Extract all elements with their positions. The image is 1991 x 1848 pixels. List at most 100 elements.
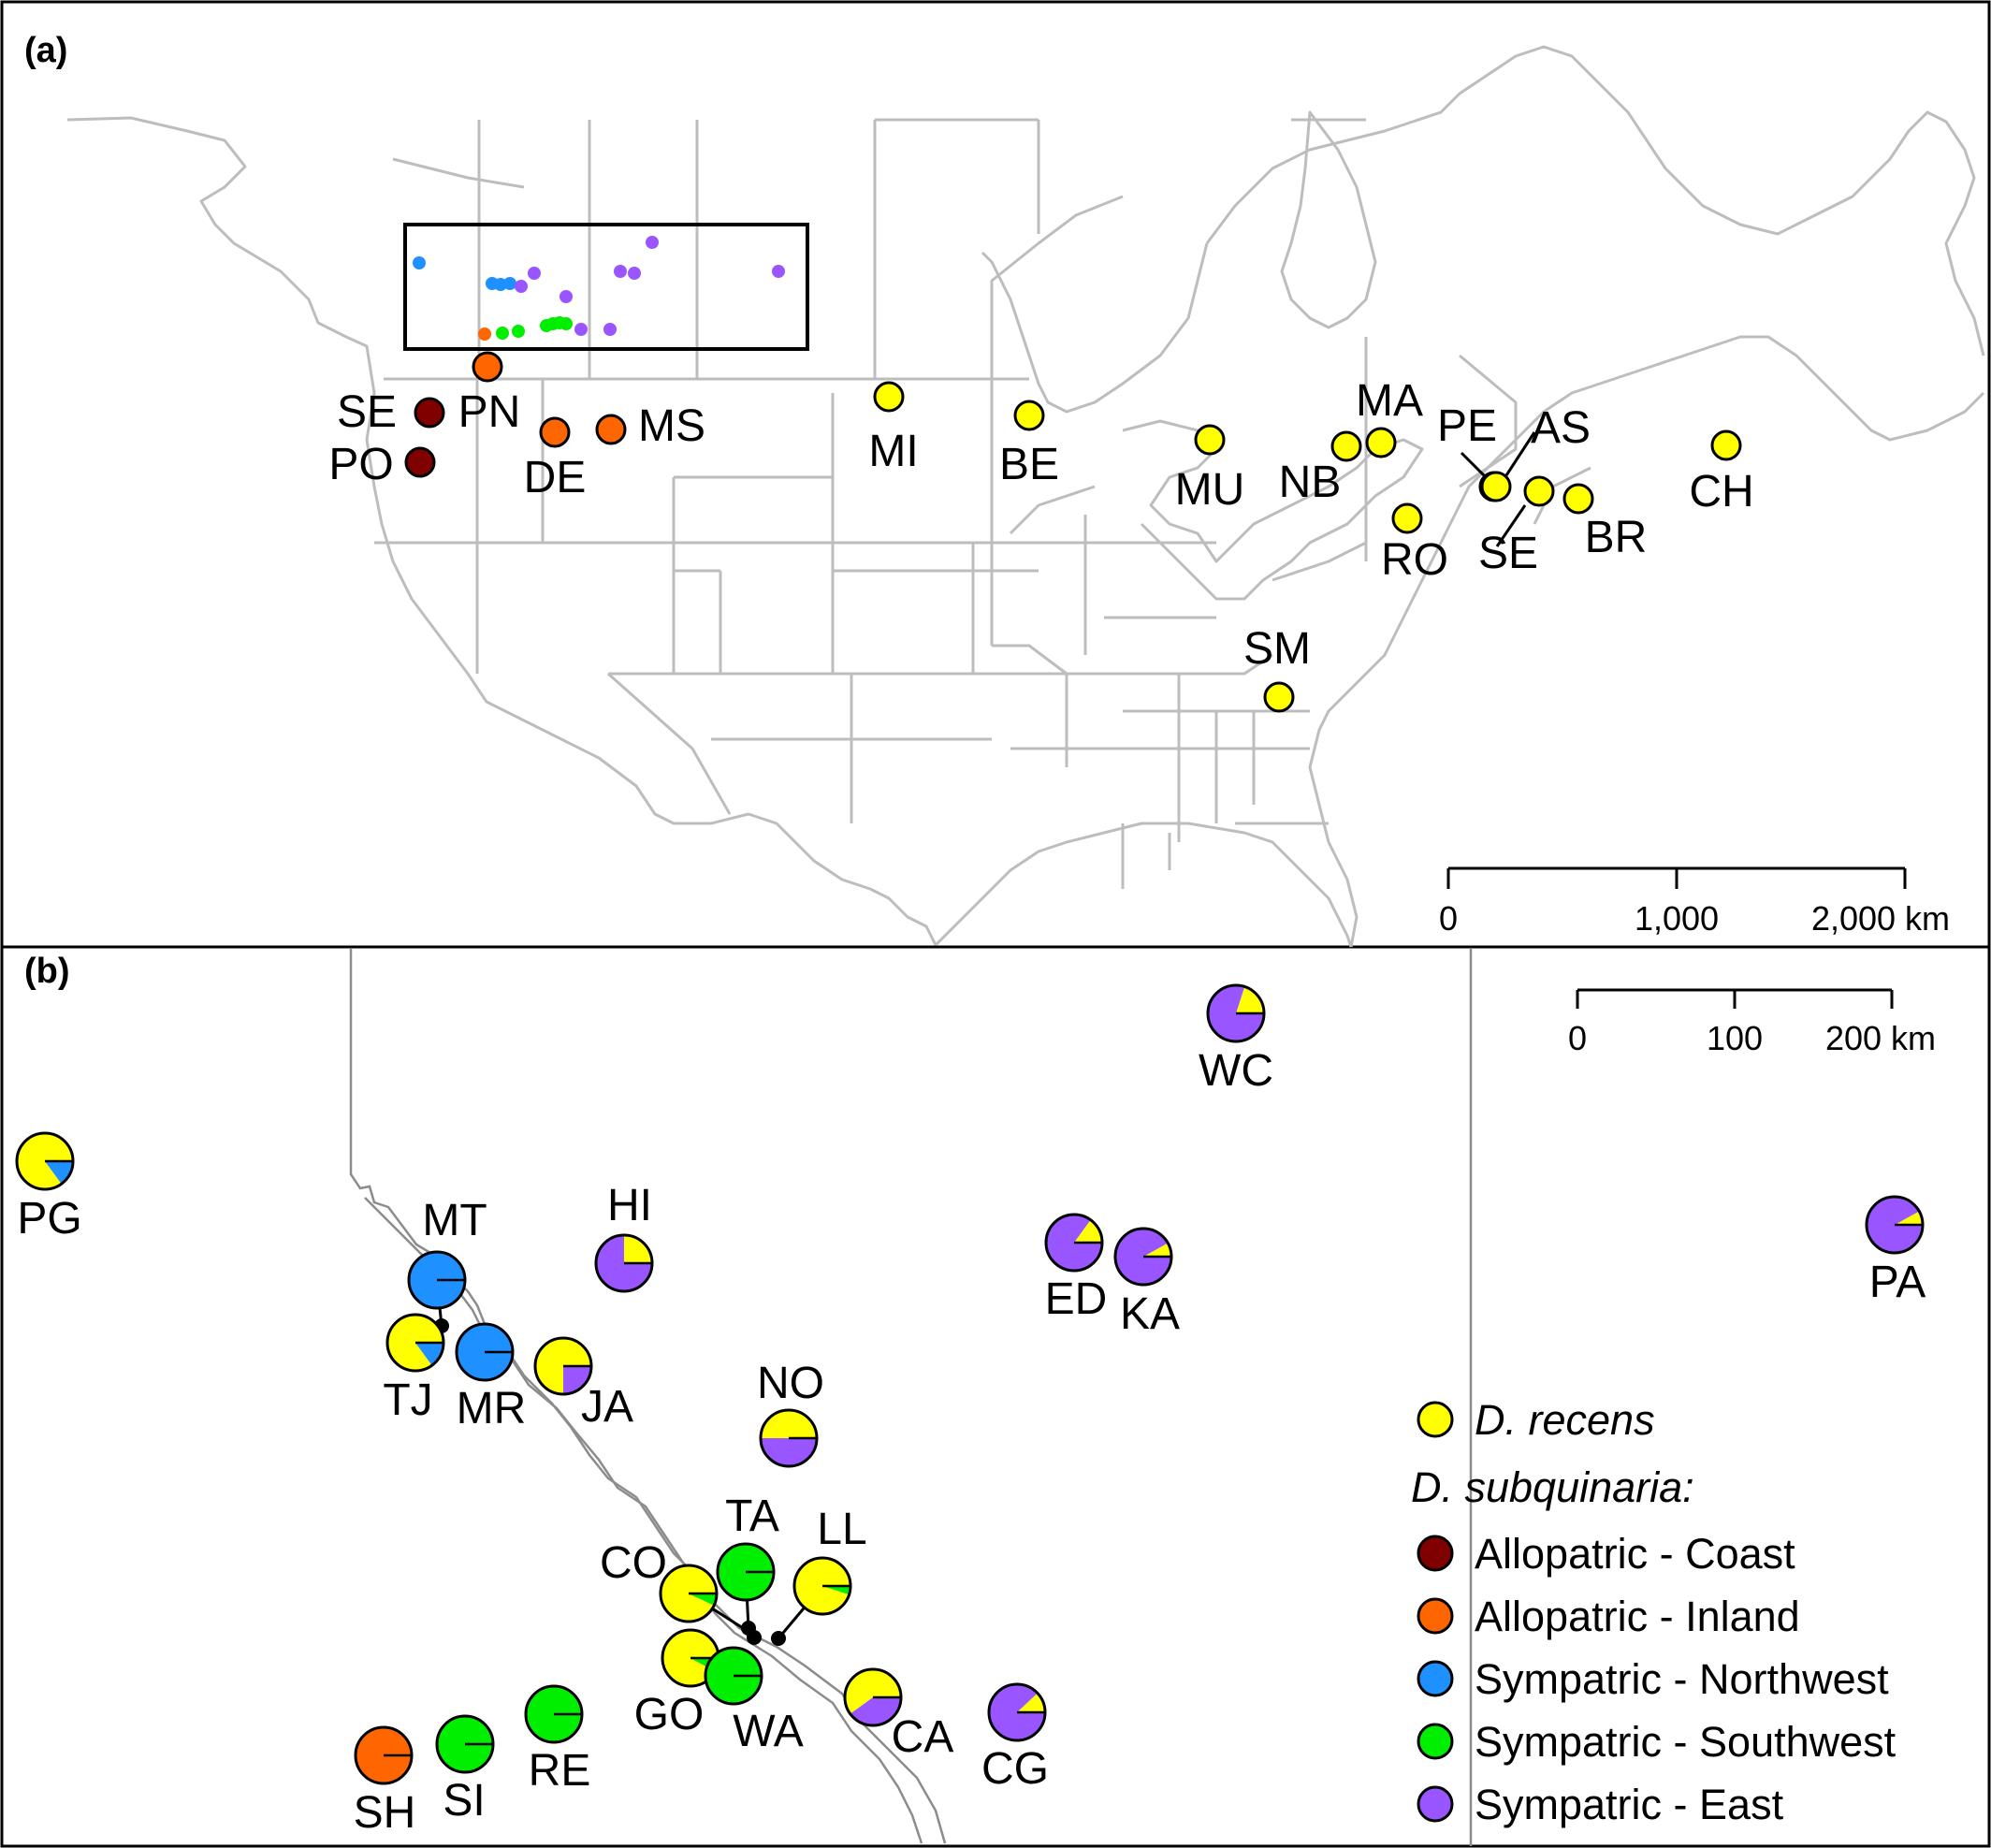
pie-slice-recens [1895, 1211, 1923, 1225]
legend-east-label: Sympatric - East [1475, 1781, 1784, 1828]
site-ma-9: MA [1356, 376, 1423, 458]
site-ro-14: RO [1381, 502, 1448, 585]
legend-swatch-recens [1417, 1401, 1454, 1438]
inset-dot [614, 265, 627, 278]
pie-hi: HI [594, 1181, 654, 1293]
pie-slice-subquinaria [850, 1697, 901, 1726]
site-de-3: DE [524, 416, 586, 502]
site-label: SM [1243, 624, 1311, 674]
pie-wc: WC [1199, 983, 1273, 1096]
pie-ta: TA [716, 1491, 779, 1602]
site-label: BE [999, 440, 1059, 489]
legend-southwest-label: Sympatric - Southwest [1475, 1718, 1897, 1766]
site-marker [1710, 429, 1742, 461]
pie-sh: SH [354, 1725, 415, 1838]
pie-label: PG [17, 1194, 81, 1244]
pie-label: WA [733, 1707, 804, 1756]
pie-location-dot [771, 1631, 786, 1646]
inset-dot [512, 325, 525, 338]
site-marker [1013, 400, 1045, 431]
pie-slice-recens [1236, 986, 1264, 1013]
pie-label: NO [757, 1359, 824, 1408]
scale-a-tick-1: 1,000 [1635, 899, 1719, 938]
legend: D. recens D. subquinaria: Allopatric - C… [1411, 1396, 1897, 1828]
inset-dot [603, 323, 617, 336]
site-marker [1263, 681, 1295, 713]
site-be-6: BE [999, 400, 1059, 489]
site-marker [1330, 430, 1362, 462]
site-marker [1562, 483, 1594, 515]
site-mi-5: MI [868, 381, 919, 476]
site-sm-16: SM [1243, 624, 1311, 713]
panel-b: (b) WC PG MT HI ED KA PA TJ MR JA NO TA LL CO GO WA CA CG… [15, 949, 1936, 1846]
pie-outline [354, 1725, 414, 1785]
site-label: MA [1356, 376, 1423, 426]
site-marker [1480, 471, 1512, 502]
inset-dot [413, 256, 426, 269]
leader-line [1495, 504, 1527, 547]
inset-dot [628, 267, 641, 280]
site-se-12: SE [1478, 475, 1555, 578]
pie-outline [455, 1322, 515, 1382]
inset-dot [646, 236, 659, 249]
pie-outline [704, 1646, 763, 1706]
site-marker [1391, 502, 1423, 534]
pie-slice-recens [1017, 1693, 1045, 1712]
scale-b-tick-0: 0 [1568, 1019, 1587, 1057]
site-label: PN [458, 387, 521, 437]
scale-bar-b: 0 100 200 km [1568, 988, 1936, 1057]
pie-label: MT [422, 1196, 487, 1245]
pie-ed: ED [1044, 1213, 1107, 1324]
site-label: MU [1175, 465, 1245, 515]
pie-no: NO [757, 1359, 824, 1468]
inset-dot [574, 323, 588, 336]
inset-dot [560, 290, 573, 303]
inset-site-dots [413, 236, 785, 341]
site-label: SE [337, 387, 397, 437]
pie-label: CO [600, 1538, 667, 1588]
site-label: PE [1437, 401, 1497, 451]
pie-outline [1206, 983, 1266, 1043]
pie-label: LL [817, 1505, 866, 1554]
pie-label: KA [1120, 1289, 1180, 1339]
site-label: SE [1478, 529, 1538, 578]
pie-ja: JA [533, 1336, 633, 1432]
pie-label: HI [607, 1181, 652, 1230]
pie-outline [1044, 1213, 1104, 1273]
legend-coast-label: Allopatric - Coast [1475, 1530, 1795, 1578]
pie-slice-recens [624, 1235, 652, 1263]
pie-ll: LL [792, 1505, 867, 1616]
pie-mt: MT [407, 1196, 487, 1310]
panel-b-pies: WC PG MT HI ED KA PA TJ MR JA NO TA LL CO GO WA CA CG RE SI… [15, 983, 1926, 1838]
pie-cg: CG [981, 1682, 1049, 1794]
scale-a-tick-2: 2,000 km [1811, 899, 1950, 938]
pie-co: CO [600, 1538, 719, 1623]
pie-outline [659, 1564, 719, 1623]
pie-label: CG [981, 1744, 1049, 1794]
pie-label: RE [529, 1746, 591, 1796]
pie-outline [843, 1667, 903, 1727]
scale-b-tick-1: 100 [1707, 1019, 1763, 1057]
legend-swatch-east [1417, 1785, 1454, 1823]
hudson-bay-outline [1280, 110, 1377, 329]
pie-wa: WA [704, 1646, 804, 1756]
site-ch-15: CH [1689, 429, 1754, 517]
legend-recens-label: D. recens [1475, 1396, 1655, 1444]
pie-label: MR [457, 1384, 527, 1433]
site-pn-2: PN [458, 351, 521, 437]
pie-outline [1865, 1195, 1925, 1255]
inset-dot [528, 267, 541, 280]
legend-inland-label: Allopatric - Inland [1475, 1593, 1800, 1640]
inset-dot [515, 280, 528, 293]
pie-outline [15, 1131, 75, 1191]
site-label: NB [1279, 458, 1342, 507]
pie-outline [407, 1250, 467, 1310]
pie-label: GO [634, 1690, 705, 1739]
pie-pg: PG [15, 1131, 82, 1244]
pie-location-dot [747, 1630, 762, 1645]
site-po-1: PO [328, 440, 436, 489]
pie-slice-recens [761, 1410, 817, 1438]
pie-slice-subquinaria [689, 1593, 717, 1606]
site-marker [1365, 427, 1397, 458]
